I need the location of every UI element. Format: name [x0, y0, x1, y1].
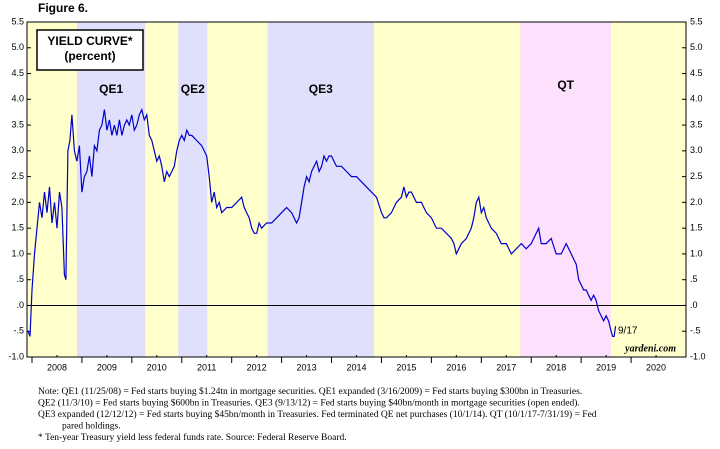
y-tick-label: 4.0: [11, 94, 24, 104]
y-tick-label: 1.5: [11, 223, 24, 233]
footnote: QE2 (11/3/10) = Fed starts buying $600bn…: [38, 398, 580, 409]
y-tick-label: 4.5: [11, 68, 24, 78]
footnote: * Ten-year Treasury yield less federal f…: [38, 432, 347, 443]
y2-tick-label: 2.5: [690, 171, 703, 181]
x-tick-label: 2017: [496, 362, 516, 372]
y2-tick-label: 4.5: [690, 68, 703, 78]
y-tick-label: 1.0: [11, 248, 24, 258]
footnote: Note: QE1 (11/25/08) = Fed starts buying…: [38, 386, 582, 397]
x-tick-label: 2010: [147, 362, 167, 372]
x-tick-label: 2018: [546, 362, 566, 372]
y2-tick-label: 1.0: [690, 248, 703, 258]
y-tick-label: 3.5: [11, 119, 24, 129]
region-label: QE3: [309, 82, 333, 96]
y2-tick-label: 3.0: [690, 145, 703, 155]
region-label: QE1: [99, 82, 123, 96]
x-tick-label: 2011: [197, 362, 216, 372]
y-tick-label: 5.0: [11, 42, 24, 52]
x-tick-label: 2008: [47, 362, 67, 372]
y2-tick-label: -1.0: [690, 351, 706, 361]
x-tick-label: 2012: [247, 362, 267, 372]
y-tick-label: 2.0: [11, 197, 24, 207]
y-tick-label: .5: [16, 274, 24, 284]
y2-tick-label: 2.0: [690, 197, 703, 207]
y-tick-label: 3.0: [11, 145, 24, 155]
shaded-region: [76, 22, 146, 357]
shaded-region: [178, 22, 208, 357]
y2-tick-label: -.5: [690, 326, 701, 336]
region-label: QE2: [181, 82, 205, 96]
footnote: QE3 expanded (12/12/12) = Fed starts buy…: [38, 409, 597, 420]
y2-tick-label: .5: [690, 274, 698, 284]
plot-frame: [26, 21, 687, 358]
y-tick-label: -.5: [13, 326, 24, 336]
x-tick-label: 2009: [97, 362, 117, 372]
y2-tick-label: .0: [690, 300, 698, 310]
y2-tick-label: 3.5: [690, 119, 703, 129]
y2-tick-label: 1.5: [690, 223, 703, 233]
figure-label: Figure 6.: [38, 1, 88, 15]
source-annotation: yardeni.com: [624, 343, 676, 354]
region-label: QT: [557, 78, 574, 92]
y2-tick-label: 5.5: [690, 16, 703, 26]
footnote: pared holdings.: [62, 422, 121, 432]
y-tick-label: .0: [16, 300, 24, 310]
title-box: [36, 29, 144, 71]
y-tick-label: -1.0: [8, 351, 24, 361]
y2-tick-label: 5.0: [690, 42, 703, 52]
x-tick-label: 2013: [297, 362, 317, 372]
x-tick-label: 2015: [396, 362, 416, 372]
date-annotation: 9/17: [618, 326, 638, 337]
chart-title: YIELD CURVE*: [47, 34, 132, 48]
x-tick-label: 2020: [646, 362, 666, 372]
x-tick-label: 2014: [346, 362, 366, 372]
yield-curve-line: [27, 107, 617, 337]
x-tick-label: 2019: [596, 362, 616, 372]
chart-subtitle: (percent): [64, 49, 115, 63]
y-tick-label: 5.5: [11, 16, 24, 26]
shaded-region: [267, 22, 374, 357]
x-tick-label: 2016: [446, 362, 466, 372]
y-tick-label: 2.5: [11, 171, 24, 181]
y2-tick-label: 4.0: [690, 94, 703, 104]
